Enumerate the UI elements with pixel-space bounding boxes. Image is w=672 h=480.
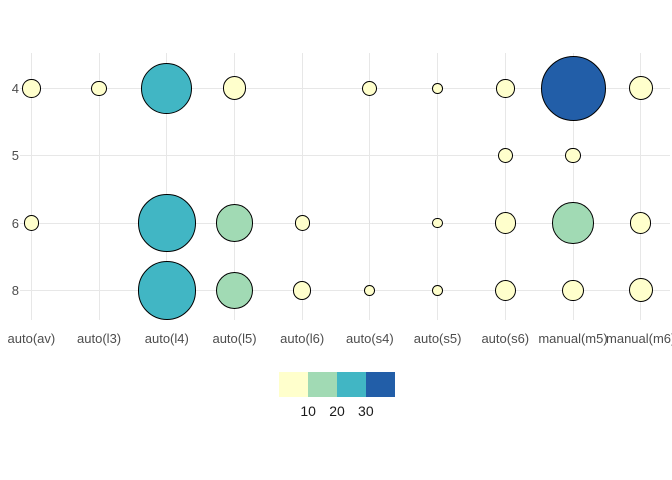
gridline-vertical [98, 53, 100, 320]
gridline-vertical [166, 53, 168, 320]
bubble [562, 279, 584, 302]
bubble [628, 76, 653, 101]
legend-tick-label: 10 [300, 403, 316, 419]
bubble [22, 79, 41, 98]
bubble [432, 82, 443, 94]
bubble [292, 281, 312, 300]
x-tick-label: manual(m5) [538, 331, 608, 346]
x-tick-label: auto(l5) [212, 331, 257, 346]
x-tick-label: auto(av) [7, 331, 56, 346]
gridline-vertical [572, 53, 574, 320]
y-tick-label: 4 [11, 80, 19, 96]
gridline-vertical [640, 53, 642, 320]
bubble [496, 79, 515, 98]
gridline-vertical [504, 53, 506, 320]
gridline-horizontal [20, 87, 670, 89]
bubble [222, 76, 247, 101]
x-tick-label: auto(s4) [346, 331, 394, 346]
legend-tick-label: 30 [358, 403, 374, 419]
y-tick-label: 8 [11, 282, 19, 298]
legend-swatch [279, 372, 309, 397]
bubble [629, 212, 652, 234]
x-tick-label: auto(l3) [77, 331, 122, 346]
gridline-horizontal [20, 289, 670, 291]
y-tick-label: 6 [11, 215, 19, 231]
gridline-horizontal [20, 222, 670, 224]
bubble [432, 217, 443, 229]
legend-swatch [308, 372, 337, 397]
bubble [141, 62, 193, 115]
y-tick-label: 5 [11, 148, 19, 164]
x-tick-label: auto(s5) [413, 331, 462, 346]
bubble [432, 284, 443, 296]
bubble [494, 212, 517, 234]
bubble [137, 261, 197, 320]
x-tick-label: manual(m6) [606, 331, 672, 346]
bubble [91, 80, 107, 96]
bubble [23, 215, 39, 231]
x-tick-label: auto(s6) [481, 331, 530, 346]
x-tick-label: auto(l4) [144, 331, 189, 346]
legend-swatch [337, 372, 366, 397]
legend-tick-label: 20 [329, 403, 345, 419]
gridline-vertical [234, 53, 235, 320]
legend-swatch [365, 372, 395, 397]
gridline-horizontal [20, 155, 670, 157]
bubble [138, 194, 196, 252]
bubble [565, 148, 581, 164]
bubble [215, 271, 254, 309]
bubble [362, 80, 378, 96]
bubble [494, 279, 517, 302]
bubble [294, 215, 310, 231]
bubble [552, 202, 594, 244]
bubble [628, 278, 653, 303]
gridline-vertical [369, 53, 371, 320]
gridline-vertical [437, 53, 439, 320]
bubble [540, 55, 606, 121]
gridline-vertical [301, 53, 303, 320]
gridline-vertical [30, 53, 32, 320]
bubble [215, 204, 254, 242]
bubble [497, 148, 513, 164]
bubble [364, 284, 376, 296]
x-tick-label: auto(l6) [280, 331, 325, 346]
